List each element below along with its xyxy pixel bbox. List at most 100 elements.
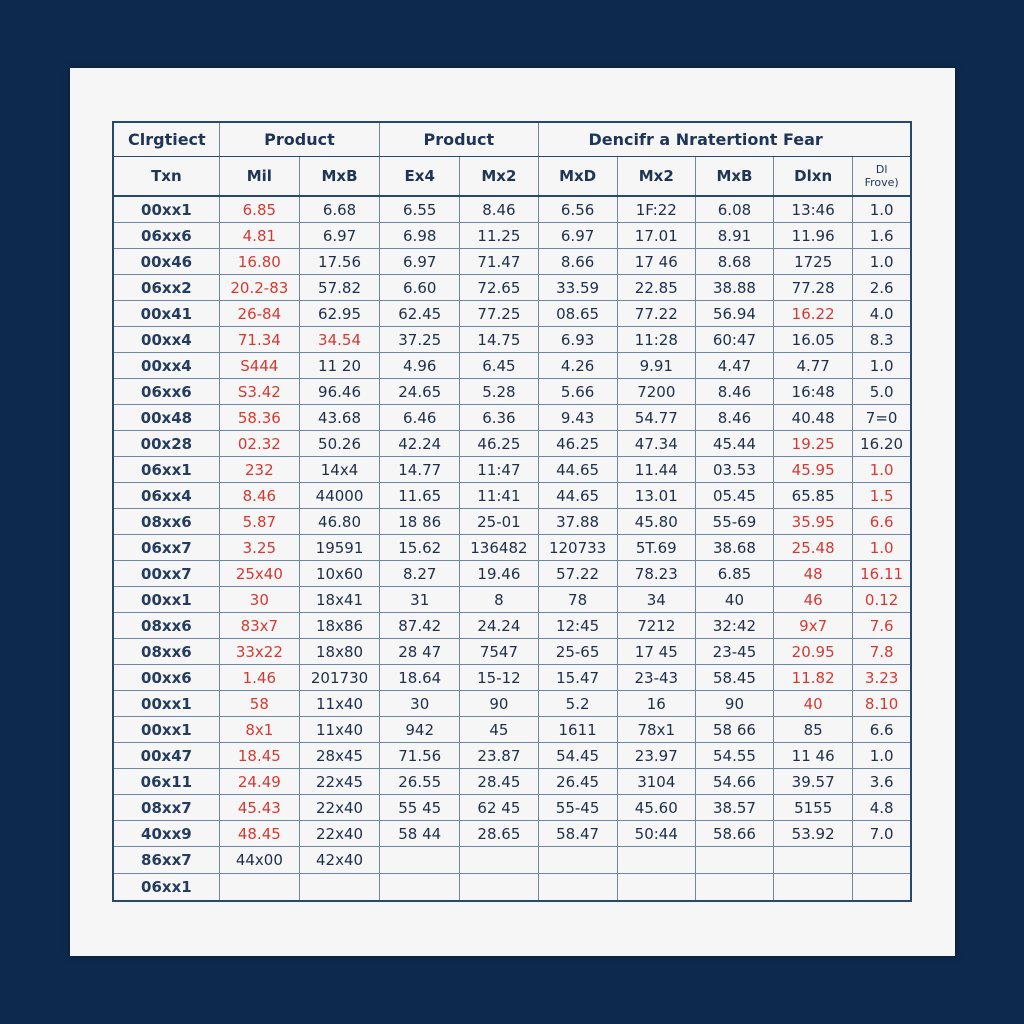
table-row: 00xx4 71.34 34.54 37.25 14.75 6.93 11:28 60:47 1… <box>112 326 912 353</box>
value-cell: 5.2 <box>537 690 618 717</box>
value-cell: 53.92 <box>773 820 854 847</box>
row-id-cell: 06xx7 <box>112 534 220 561</box>
value-cell: 5.66 <box>537 378 618 405</box>
table-row: 06x11 24.49 22x45 26.55 28.45 26.45 3104 54.66 3… <box>112 768 912 795</box>
empty-cell <box>694 873 775 902</box>
table-row: 06xx1 <box>112 873 912 902</box>
header-top-cell: Product <box>379 121 539 157</box>
table-row: 00xx1 8x1 11x40 942 45 1611 78x1 58 66 85 6.6 <box>112 716 912 743</box>
value-cell: 44000 <box>298 482 381 509</box>
value-cell: 23.87 <box>459 742 539 769</box>
value-cell: 25-01 <box>459 508 539 535</box>
value-cell: 16.11 <box>852 560 912 587</box>
table-row: 00xx7 25x40 10x60 8.27 19.46 57.22 78.23 6.85 48… <box>112 560 912 587</box>
value-cell: 25.48 <box>773 534 854 561</box>
value-cell: 71.47 <box>459 248 539 275</box>
value-cell: 1.0 <box>852 248 912 275</box>
value-cell: 3.6 <box>852 768 912 795</box>
value-cell: 78x1 <box>616 716 696 743</box>
row-id-cell: 00x28 <box>112 430 220 457</box>
row-id-cell: 00x48 <box>112 404 220 431</box>
value-cell: 6.6 <box>852 716 912 743</box>
value-cell: 9x7 <box>773 612 854 639</box>
value-cell: 120733 <box>537 534 618 561</box>
column-header: Dl Frove) <box>852 156 912 197</box>
row-id-cell: 08xx6 <box>112 508 220 535</box>
value-cell: 62.45 <box>379 300 461 327</box>
value-cell: 7200 <box>616 378 696 405</box>
table-row: 06xx1 232 14x4 14.77 11:47 44.65 11.44 03.53 45.… <box>112 456 912 483</box>
row-id-cell: 00xx1 <box>112 195 220 223</box>
value-cell: 6.85 <box>218 195 300 223</box>
value-cell: 55-69 <box>694 508 775 535</box>
table-row: 00xx1 58 11x40 30 90 5.2 16 90 40 8.10 <box>112 690 912 717</box>
value-cell: 54.55 <box>694 742 775 769</box>
value-cell: 22x40 <box>298 820 381 847</box>
table-row: 00xx6 1.46 201730 18.64 15-12 15.47 23-43 58.45… <box>112 664 912 691</box>
row-id-cell: 08xx6 <box>112 638 220 665</box>
value-cell: 11x40 <box>298 716 381 743</box>
value-cell: 33x22 <box>218 638 300 665</box>
value-cell: 45.80 <box>616 508 696 535</box>
value-cell: 58.36 <box>218 404 300 431</box>
empty-cell <box>537 873 618 902</box>
value-cell: 13.01 <box>616 482 696 509</box>
value-cell: 78.23 <box>616 560 696 587</box>
value-cell: 4.26 <box>537 352 618 379</box>
value-cell: 26-84 <box>218 300 300 327</box>
value-cell: 201730 <box>298 664 381 691</box>
value-cell: 1F:22 <box>616 195 696 223</box>
value-cell: 50.26 <box>298 430 381 457</box>
row-id-cell: 00xx1 <box>112 716 220 743</box>
row-id-cell: 06x11 <box>112 768 220 795</box>
table-row: 40xx9 48.45 22x40 58 44 28.65 58.47 50:44 58.66… <box>112 820 912 847</box>
value-cell: 17.56 <box>298 248 381 275</box>
row-id-cell: 08xx7 <box>112 794 220 821</box>
value-cell: 60:47 <box>694 326 775 353</box>
value-cell: 56.94 <box>694 300 775 327</box>
value-cell: 8.46 <box>694 378 775 405</box>
row-id-cell: 06xx1 <box>112 873 220 902</box>
value-cell: 8.27 <box>379 560 461 587</box>
value-cell: 11:28 <box>616 326 696 353</box>
value-cell: 42.24 <box>379 430 461 457</box>
value-cell: 11 20 <box>298 352 381 379</box>
value-cell: 18.45 <box>218 742 300 769</box>
row-id-cell: 00xx4 <box>112 352 220 379</box>
value-cell: 08.65 <box>537 300 618 327</box>
row-id-cell: 06xx1 <box>112 456 220 483</box>
value-cell: 58 44 <box>379 820 461 847</box>
value-cell: 28.65 <box>459 820 539 847</box>
row-id-cell: 06xx6 <box>112 222 220 249</box>
value-cell: 11.82 <box>773 664 854 691</box>
value-cell: 18x80 <box>298 638 381 665</box>
value-cell: 17 46 <box>616 248 696 275</box>
header-top-cell: Product <box>218 121 381 157</box>
value-cell: 11x40 <box>298 690 381 717</box>
value-cell: 77.22 <box>616 300 696 327</box>
value-cell: 19591 <box>298 534 381 561</box>
value-cell: 25-65 <box>537 638 618 665</box>
column-header-line: Frove) <box>864 176 899 189</box>
value-cell: 34 <box>616 586 696 613</box>
value-cell: 3.23 <box>852 664 912 691</box>
value-cell: 48 <box>773 560 854 587</box>
empty-cell <box>773 846 854 874</box>
table-row: 08xx6 33x22 18x80 28 47 7547 25-65 17 45 23-45 2… <box>112 638 912 665</box>
value-cell: 44.65 <box>537 456 618 483</box>
column-header: Dlxn <box>773 156 854 197</box>
value-cell: 3104 <box>616 768 696 795</box>
value-cell: 7.8 <box>852 638 912 665</box>
row-id-cell: 00x41 <box>112 300 220 327</box>
value-cell: 47.34 <box>616 430 696 457</box>
value-cell: 71.34 <box>218 326 300 353</box>
column-header: MxB <box>298 156 381 197</box>
value-cell: 87.42 <box>379 612 461 639</box>
row-id-cell: 40xx9 <box>112 820 220 847</box>
value-cell: 4.8 <box>852 794 912 821</box>
value-cell: 58 <box>218 690 300 717</box>
table-row: 00x46 16.80 17.56 6.97 71.47 8.66 17 46 8.68 172… <box>112 248 912 275</box>
header-row: Txn Mil MxB Ex4 Mx2 MxD Mx2 MxB Dlxn Dl F… <box>112 156 912 197</box>
header-top-cell: Clrgtiect <box>112 121 220 157</box>
column-header: Mx2 <box>459 156 539 197</box>
